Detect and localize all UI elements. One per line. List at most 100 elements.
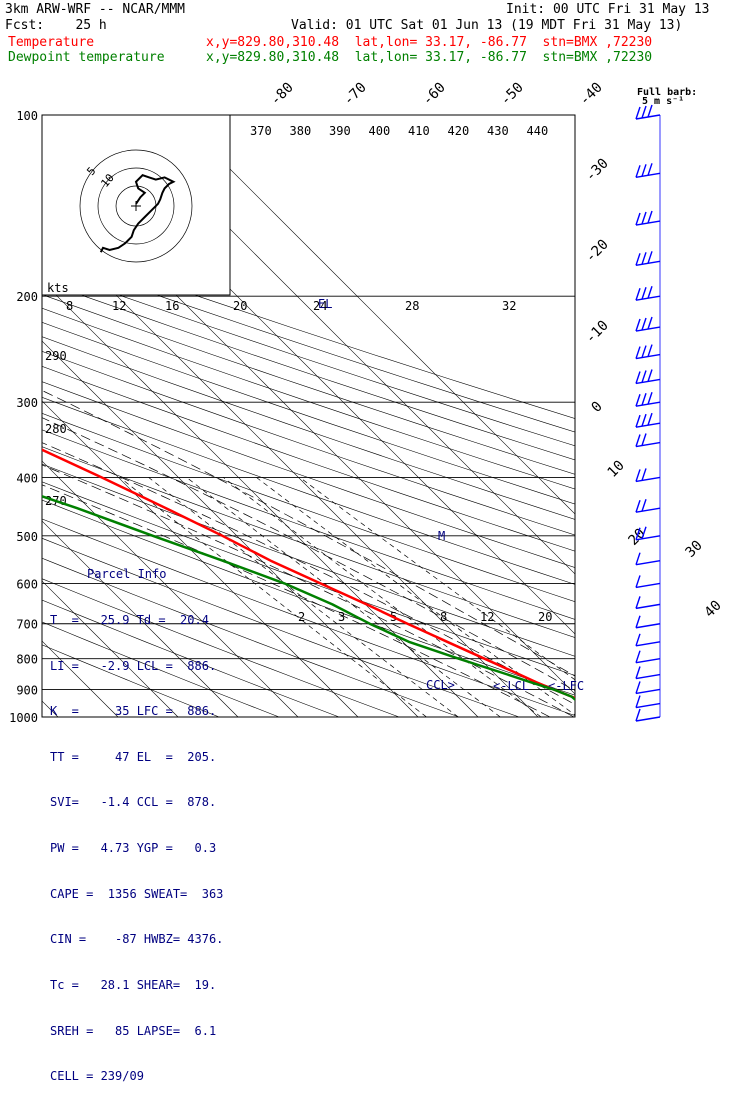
barb-staff [635,716,661,722]
parcel-row: K = 35 LFC = 886. [50,704,217,719]
model-title: 3km ARW-WRF -- NCAR/MMM [5,2,186,17]
plot-frame [41,114,576,718]
dry-adiabat-line [42,463,575,657]
parcel-row: CIN = -87 HWBZ= 4376. [50,932,224,947]
isotherm-label: 40 [702,598,725,621]
isotherm-label: -20 [583,237,612,266]
barb-staff [635,673,661,680]
barb-flag [641,370,647,383]
mixing-ratio-label: 12 [480,610,494,624]
barb-legend-line2: 5 m s⁻¹ [642,96,684,107]
isotherm-line [175,115,575,515]
isotherm-line [42,520,239,717]
barb-staff [635,603,661,610]
wind-barb [635,104,661,120]
temperature-legend: Temperature [8,35,95,50]
hodograph-speed-label: 24 [313,299,327,313]
barb-flag [635,552,641,565]
dry-adiabat-line [42,280,575,461]
isotherm-label: 30 [683,538,706,561]
barb-flag [635,318,641,332]
pressure-tick-label: 200 [16,290,38,304]
pressure-tick-label: 100 [16,109,38,123]
barb-staff [635,688,661,695]
parcel-row: CELL = 239/09 [50,1069,144,1084]
hodograph-speed-label: 20 [233,299,247,313]
barb-flag [641,526,647,540]
dry-adiabat-line [42,307,575,490]
dry-adiabat-line [42,518,575,716]
parcel-marker-m: M [438,529,445,543]
barb-flag [641,413,647,427]
wind-barb [635,369,661,385]
barb-flag [647,251,653,264]
barb-flag [635,434,641,447]
barb-flag [635,253,641,266]
init-time: Init: 00 UTC Fri 31 May 13 [506,2,710,17]
barb-flag [635,650,641,663]
barb-flag [635,394,641,407]
barb-legend-line1: Full barb: [637,87,697,98]
barb-flag [635,666,641,679]
parcel-row: TT = 47 EL = 205. [50,749,217,764]
barb-flag [641,252,647,265]
barb-flag [635,165,641,178]
wind-barb [635,615,661,629]
barb-flag [635,500,641,513]
theta-label: 280 [45,422,67,436]
theta-label: 390 [329,124,351,138]
wind-barb [635,681,661,695]
barb-staff [635,441,661,448]
parcel-row: SVI= -1.4 CCL = 878. [50,795,217,810]
barb-flag [635,106,641,120]
wind-barb [635,552,661,566]
wind-barb [635,210,661,226]
temperature-location: x,y=829.80,310.48 lat,lon= 33.17, -86.77… [206,35,653,50]
isotherm-line [42,340,419,717]
isotherm-line [42,580,179,717]
barb-flag [647,412,653,426]
parcel-info-title: Parcel Info [87,567,167,582]
barb-flag [635,695,641,708]
dry-adiabat-line [42,321,575,505]
barb-staff [635,476,661,483]
barb-flag [635,346,641,359]
isotherm-line [42,280,479,717]
dry-adiabat-line [42,621,280,717]
isotherm-label: -80 [268,80,297,109]
hodograph-speed-label: 32 [502,299,516,313]
theta-label: 410 [408,124,430,138]
barb-flag [647,344,653,357]
parcel-row: T = 25.9 Td = 20.4 [50,613,209,628]
barb-flag [647,285,653,299]
wind-barb [635,575,661,589]
dry-adiabat-line [42,381,575,568]
barb-flag [647,392,653,405]
barb-flag [635,681,641,694]
barb-staff [635,507,661,513]
dry-adiabat-line [42,446,575,638]
isotherm-label: 0 [589,399,606,416]
wind-barb [635,708,661,722]
barb-flag [635,615,641,628]
barb-flag [635,371,641,384]
barb-flag [641,433,647,446]
dry-adiabat-line [42,254,575,433]
parcel-row: CAPE = 1356 SWEAT= 363 [50,886,224,901]
dry-adiabat-line [42,336,575,520]
hodograph-speed-label: 12 [112,299,126,313]
parcel-info-panel: Parcel Info T = 25.9 Td = 20.4 LI = -2.9… [44,537,244,1100]
theta-label: 380 [290,124,312,138]
wind-barb [635,412,661,428]
theta-label: 430 [487,124,509,138]
barb-flag [647,104,653,118]
parcel-marker-ccl: CCL> [426,678,455,692]
parcel-marker-lcl: <-LCL [493,679,529,693]
dry-adiabat-line [42,396,575,585]
isotherm-line [42,400,359,717]
dewpoint-legend: Dewpoint temperature [8,50,165,65]
wind-barb [635,499,661,513]
dry-adiabat-line [42,557,460,717]
hodograph-speed-label: 8 [66,299,73,313]
dry-adiabat-line [42,599,340,717]
